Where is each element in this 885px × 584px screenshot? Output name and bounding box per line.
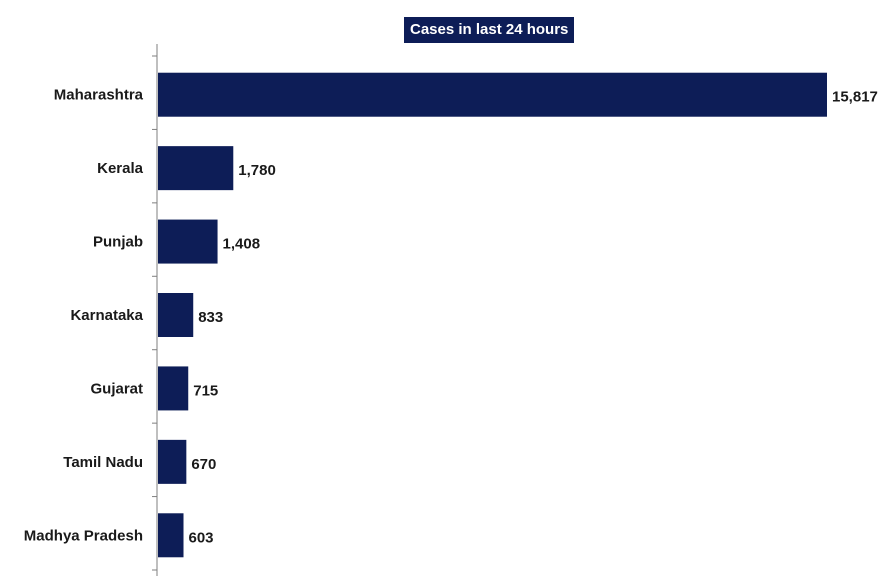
bar [158,72,827,117]
bar [158,366,189,411]
category-label: Karnataka [70,307,143,324]
category-label: Punjab [93,234,143,251]
data-label: 15,817 [832,89,878,106]
bar [158,146,234,191]
data-label: 670 [191,456,216,473]
category-label: Kerala [97,160,144,177]
category-label: Tamil Nadu [63,454,143,471]
data-label: 603 [189,529,214,546]
chart-title: Cases in last 24 hours [404,17,575,43]
category-label: Madhya Pradesh [24,527,143,544]
bar [158,439,187,484]
category-label: Maharashtra [54,87,144,104]
category-label: Gujarat [90,380,143,397]
data-label: 1,780 [238,162,276,179]
data-label: 833 [198,309,223,326]
bar [158,293,194,337]
data-label: 1,408 [223,236,261,253]
bar [158,219,218,264]
bar [158,513,184,558]
data-label: 715 [193,382,218,399]
